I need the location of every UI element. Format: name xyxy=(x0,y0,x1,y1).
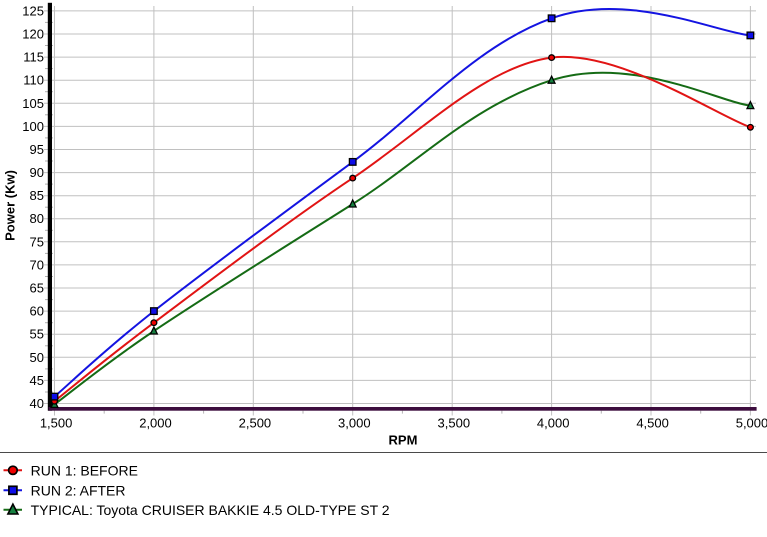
svg-text:95: 95 xyxy=(30,142,44,157)
svg-text:70: 70 xyxy=(30,257,44,272)
svg-text:100: 100 xyxy=(22,119,44,134)
svg-text:RUN 2: AFTER: RUN 2: AFTER xyxy=(31,483,126,499)
svg-text:125: 125 xyxy=(22,3,44,18)
svg-text:50: 50 xyxy=(30,350,44,365)
svg-text:RPM: RPM xyxy=(389,433,418,448)
svg-text:55: 55 xyxy=(30,327,44,342)
svg-text:2,500: 2,500 xyxy=(239,416,272,431)
svg-text:80: 80 xyxy=(30,211,44,226)
svg-text:60: 60 xyxy=(30,304,44,319)
svg-text:105: 105 xyxy=(22,96,44,111)
svg-text:45: 45 xyxy=(30,373,44,388)
svg-text:Power (Kw): Power (Kw) xyxy=(3,170,18,241)
svg-text:2,000: 2,000 xyxy=(139,416,172,431)
svg-text:65: 65 xyxy=(30,281,44,296)
svg-text:85: 85 xyxy=(30,188,44,203)
svg-text:40: 40 xyxy=(30,396,44,411)
svg-text:1,500: 1,500 xyxy=(40,416,73,431)
svg-text:90: 90 xyxy=(30,165,44,180)
svg-text:TYPICAL: Toyota CRUISER BAKKIE: TYPICAL: Toyota CRUISER BAKKIE 4.5 OLD-T… xyxy=(31,502,390,518)
svg-text:3,500: 3,500 xyxy=(438,416,471,431)
svg-text:4,000: 4,000 xyxy=(537,416,570,431)
svg-text:110: 110 xyxy=(23,73,44,88)
svg-text:75: 75 xyxy=(30,234,44,249)
svg-text:115: 115 xyxy=(23,50,44,65)
svg-text:RUN 1: BEFORE: RUN 1: BEFORE xyxy=(31,463,138,479)
svg-text:5,000: 5,000 xyxy=(736,416,767,431)
svg-text:3,000: 3,000 xyxy=(338,416,371,431)
svg-text:4,500: 4,500 xyxy=(636,416,669,431)
svg-text:120: 120 xyxy=(22,27,44,42)
